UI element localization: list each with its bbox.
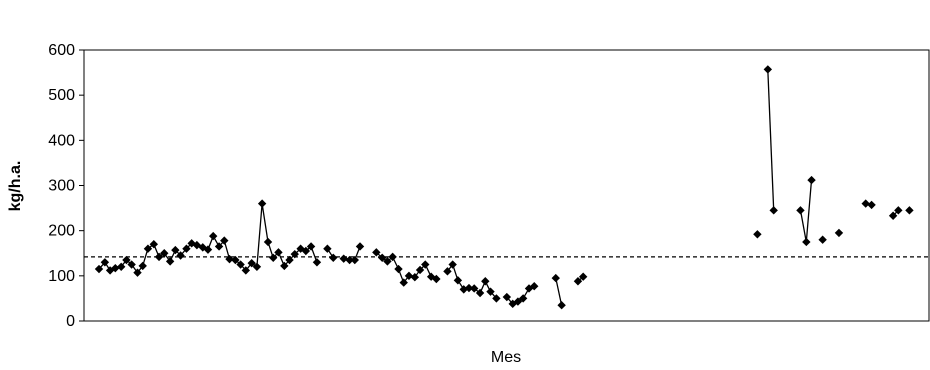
data-point [394,264,403,274]
data-point [203,245,213,254]
data-point [247,258,256,268]
data-point [486,287,495,296]
data-point [225,254,234,264]
data-point [301,246,311,256]
series-points [94,65,914,310]
y-axis-title: kg/h.a. [7,161,24,212]
data-point [518,294,528,303]
data-point [443,267,452,276]
data-point [149,240,159,249]
data-point [345,255,354,265]
data-point [421,260,430,269]
data-point [111,263,120,273]
data-point [453,276,463,285]
data-point [818,235,827,244]
data-point [481,277,490,286]
data-point [122,255,131,265]
data-point [802,237,811,247]
data-point [182,244,191,253]
y-tick-label: 500 [48,87,75,104]
data-point [323,244,332,253]
data-point [796,206,805,215]
data-point [257,199,267,208]
data-point [464,283,474,293]
data-point [339,254,348,263]
y-tick-label: 0 [66,313,75,330]
data-point [551,273,560,283]
series-line-segment [767,69,775,211]
y-tick-label: 600 [48,42,75,59]
data-point [807,175,816,185]
data-point [578,272,588,281]
data-point [763,65,773,74]
data-point [269,253,278,262]
y-tick-label: 300 [48,178,75,195]
data-point [231,255,240,265]
data-point [116,262,126,271]
data-point [285,255,294,265]
data-point [214,242,224,251]
data-point [861,199,870,208]
data-point [100,258,110,267]
data-point [905,206,914,215]
data-point [388,252,397,262]
data-point [220,236,229,245]
data-point [274,248,283,257]
data-point [432,274,441,284]
data-point [557,300,566,310]
data-point [154,252,164,262]
data-point [350,255,359,265]
plot-area-frame [83,49,930,322]
y-tick-label: 100 [48,268,75,285]
data-point [769,206,778,215]
data-point [241,266,251,275]
data-point [143,244,153,253]
data-point [138,261,147,271]
data-point [383,257,392,266]
series-line-segment [555,277,563,306]
data-point [492,294,501,303]
data-point [236,260,245,269]
data-point [888,211,898,220]
data-point [290,249,299,259]
data-point [867,200,876,210]
data-point [160,249,169,258]
data-point [165,257,175,266]
data-point [530,282,539,291]
data-point [448,260,457,269]
data-point [470,284,479,293]
data-point [176,251,185,260]
data-point [834,228,844,238]
y-tick-label: 200 [48,223,75,240]
data-point [306,242,316,251]
y-tick-label: 400 [48,132,75,149]
data-point [415,265,425,275]
x-axis-title: Mes [491,349,521,366]
data-point [502,292,512,302]
data-point [355,242,365,251]
data-point [399,278,408,287]
data-point [404,271,414,281]
data-point [171,245,180,255]
data-point [329,253,338,262]
data-point [573,277,583,286]
y-axis: 0 100 200 300 400 500 600 [48,42,84,330]
data-point [410,272,420,282]
data-point [475,288,485,298]
data-point [377,253,387,262]
data-point [127,260,136,269]
data-point [753,230,762,239]
data-point [263,237,273,247]
data-point [280,261,289,271]
data-point [252,262,262,271]
data-point [133,268,142,277]
data-point [894,206,903,215]
data-point [372,248,381,257]
data-point [94,264,104,274]
data-point [312,258,322,267]
data-point [208,231,218,241]
series-lines [98,69,899,306]
